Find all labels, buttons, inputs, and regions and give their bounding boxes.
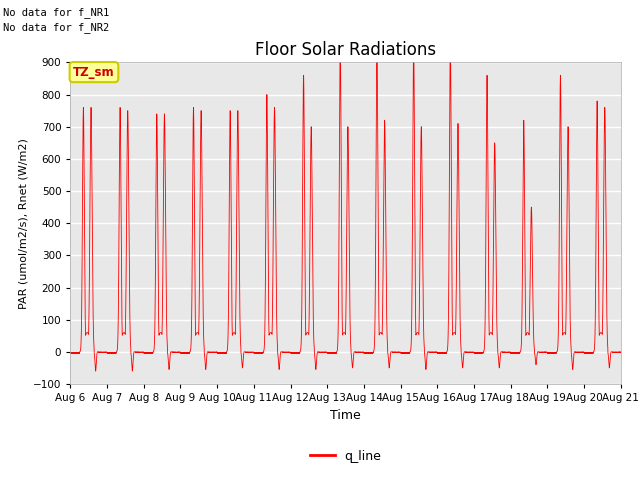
X-axis label: Time: Time <box>330 408 361 421</box>
Y-axis label: PAR (umol/m2/s), Rnet (W/m2): PAR (umol/m2/s), Rnet (W/m2) <box>19 138 29 309</box>
Text: No data for f_NR2: No data for f_NR2 <box>3 22 109 33</box>
Title: Floor Solar Radiations: Floor Solar Radiations <box>255 41 436 60</box>
Text: TZ_sm: TZ_sm <box>73 66 115 79</box>
Text: No data for f_NR1: No data for f_NR1 <box>3 7 109 18</box>
Legend: q_line: q_line <box>305 445 387 468</box>
